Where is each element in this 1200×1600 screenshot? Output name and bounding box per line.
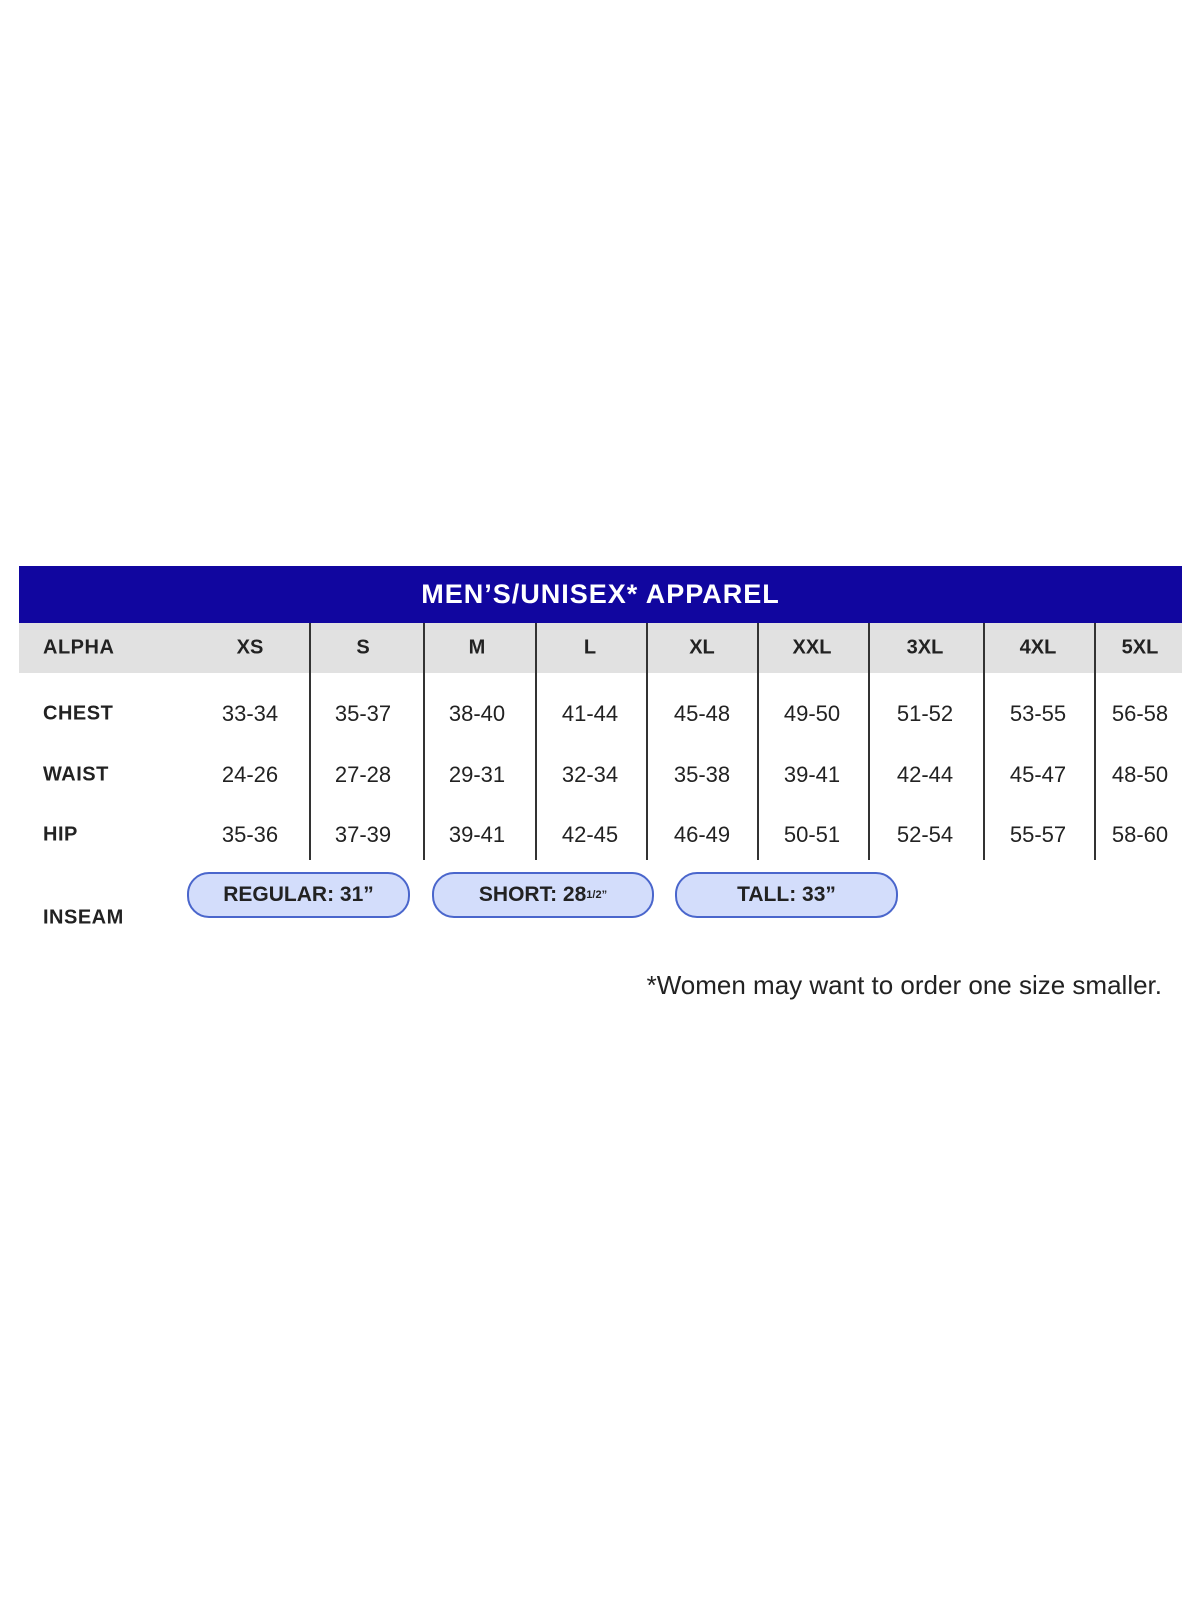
size-header-xs: XS [236, 636, 264, 659]
pill-text: REGULAR: 31” [223, 883, 374, 906]
table-cell: 32-34 [561, 762, 619, 787]
footnote: *Women may want to order one size smalle… [646, 970, 1162, 1000]
column-divider [423, 623, 425, 860]
table-cell: 33-34 [221, 701, 279, 726]
size-header-l: L [583, 636, 597, 659]
table-cell: 24-26 [221, 762, 279, 787]
column-divider [309, 623, 311, 860]
column-divider [535, 623, 537, 860]
table-cell: 56-58 [1111, 701, 1169, 726]
size-header-row [19, 623, 1182, 673]
pill-text: SHORT: 28 [478, 883, 587, 906]
row-label-waist: WAIST [43, 763, 109, 786]
table-cell: 35-36 [221, 822, 279, 847]
table-cell: 45-48 [673, 701, 731, 726]
pill-text: TALL: 33” [737, 883, 836, 906]
size-header-5xl: 5XL [1121, 636, 1159, 659]
table-cell: 35-37 [334, 701, 392, 726]
table-cell: 55-57 [1009, 822, 1067, 847]
table-cell: 53-55 [1009, 701, 1067, 726]
inseam-regular-pill: REGULAR: 31” [187, 872, 410, 918]
size-header-s: S [356, 636, 370, 659]
column-divider [983, 623, 985, 860]
table-cell: 49-50 [783, 701, 841, 726]
column-divider [646, 623, 648, 860]
table-cell: 27-28 [334, 762, 392, 787]
row-label-chest: CHEST [43, 702, 114, 725]
table-cell: 58-60 [1111, 822, 1169, 847]
column-divider [757, 623, 759, 860]
table-cell: 45-47 [1009, 762, 1067, 787]
table-cell: 39-41 [783, 762, 841, 787]
table-cell: 41-44 [561, 701, 619, 726]
inseam-label: INSEAM [43, 906, 124, 929]
table-cell: 46-49 [673, 822, 731, 847]
table-cell: 37-39 [334, 822, 392, 847]
inseam-tall-pill: TALL: 33” [675, 872, 898, 918]
table-cell: 51-52 [896, 701, 954, 726]
row-label-hip: HIP [43, 823, 78, 846]
column-divider [1094, 623, 1096, 860]
size-header-3xl: 3XL [906, 636, 944, 659]
size-header-xxl: XXL [792, 636, 832, 659]
pill-sup: 1/2” [586, 889, 608, 901]
table-cell: 42-44 [896, 762, 954, 787]
column-divider [868, 623, 870, 860]
size-header-m: M [468, 636, 486, 659]
table-cell: 52-54 [896, 822, 954, 847]
table-cell: 29-31 [448, 762, 506, 787]
header-label: ALPHA [43, 636, 115, 659]
table-cell: 42-45 [561, 822, 619, 847]
chart-title: MEN’S/UNISEX* APPAREL [19, 566, 1182, 623]
table-cell: 38-40 [448, 701, 506, 726]
inseam-short-pill: SHORT: 28 1/2” [432, 872, 654, 918]
size-header-xl: XL [689, 636, 715, 659]
table-cell: 35-38 [673, 762, 731, 787]
table-cell: 50-51 [783, 822, 841, 847]
table-cell: 39-41 [448, 822, 506, 847]
table-cell: 48-50 [1111, 762, 1169, 787]
size-header-4xl: 4XL [1019, 636, 1057, 659]
